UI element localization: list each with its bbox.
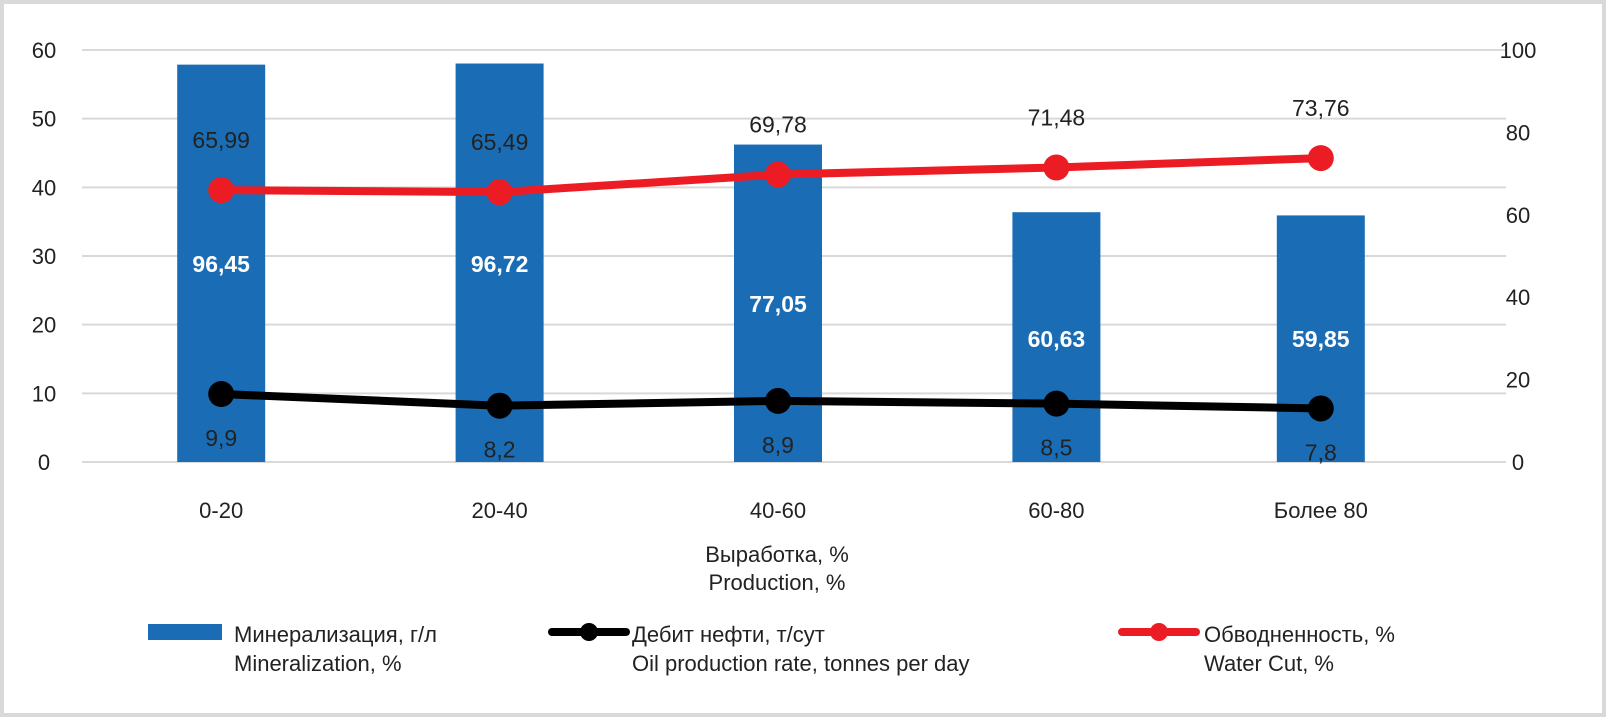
oil-rate-data-label: 8,9 (762, 432, 794, 458)
left-axis-tick-label: 60 (32, 38, 56, 63)
x-axis-tick-label: 60-80 (1028, 498, 1084, 523)
bar-data-label: 60,63 (1028, 326, 1086, 352)
x-axis-tick-label: 40-60 (750, 498, 806, 523)
bar-data-label: 96,72 (471, 251, 529, 277)
oil-rate-data-label: 9,9 (205, 425, 237, 451)
legend-label: Обводненность, % (1204, 622, 1395, 647)
water-cut-data-label: 65,49 (471, 129, 529, 155)
x-axis-tick-label: Более 80 (1274, 498, 1368, 523)
legend-swatch-mineralization (148, 624, 222, 640)
right-axis-tick-label: 80 (1506, 120, 1530, 145)
left-axis-tick-label: 0 (38, 450, 50, 475)
right-axis-tick-label: 40 (1506, 285, 1530, 310)
oil-rate-data-label: 8,2 (484, 437, 516, 463)
water-cut-marker (208, 177, 235, 204)
water-cut-data-label: 73,76 (1292, 95, 1350, 121)
right-axis-tick-label: 0 (1512, 450, 1524, 475)
legend-label: Oil production rate, tonnes per day (632, 651, 970, 676)
oil-rate-marker (1307, 395, 1334, 422)
water-cut-marker (1043, 154, 1070, 181)
legend-label: Дебит нефти, т/сут (632, 622, 825, 647)
oil-rate-data-label: 7,8 (1305, 439, 1337, 465)
water-cut-marker (486, 179, 513, 206)
left-axis-tick-label: 20 (32, 313, 56, 338)
legend-marker-oil-rate (580, 623, 598, 641)
bar-data-label: 77,05 (749, 291, 807, 317)
water-cut-data-label: 69,78 (749, 112, 807, 138)
left-axis-tick-label: 50 (32, 107, 56, 132)
x-axis-tick-label: 20-40 (471, 498, 527, 523)
bar-data-label: 59,85 (1292, 326, 1350, 352)
legend-label: Mineralization, % (234, 651, 402, 676)
x-axis-tick-label: 0-20 (199, 498, 243, 523)
x-axis-title: Production, % (709, 570, 846, 595)
legend-marker-water-cut (1150, 623, 1168, 641)
water-cut-marker (765, 161, 791, 188)
legend-label: Минерализация, г/л (234, 622, 437, 647)
right-axis-tick-label: 100 (1500, 38, 1537, 63)
oil-rate-data-label: 8,5 (1040, 435, 1072, 461)
bar-data-label: 96,45 (192, 251, 250, 277)
oil-rate-marker (1043, 390, 1070, 417)
water-cut-marker (1307, 145, 1334, 172)
water-cut-data-label: 71,48 (1028, 105, 1086, 131)
water-cut-data-label: 65,99 (192, 127, 250, 153)
right-axis-tick-label: 20 (1506, 368, 1530, 393)
right-axis-tick-label: 60 (1506, 203, 1530, 228)
left-axis-tick-label: 30 (32, 244, 56, 269)
oil-rate-marker (208, 381, 235, 408)
oil-rate-marker (486, 392, 513, 419)
left-axis-tick-label: 10 (32, 381, 56, 406)
left-axis-tick-label: 40 (32, 175, 56, 200)
bar-mineralization (1012, 212, 1101, 462)
legend-label: Water Cut, % (1204, 651, 1334, 676)
x-axis-title: Выработка, % (705, 542, 849, 567)
oil-rate-marker (765, 387, 791, 414)
